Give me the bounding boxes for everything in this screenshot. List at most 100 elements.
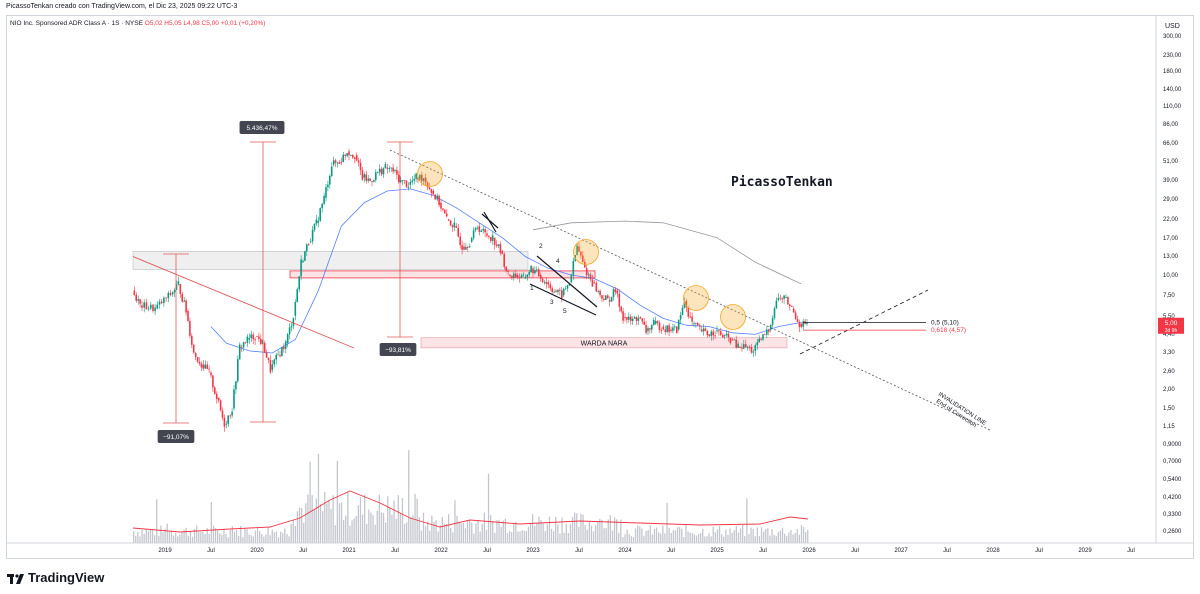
volume-bar [542, 523, 544, 543]
volume-bar [748, 534, 750, 543]
volume-bar [662, 525, 664, 543]
volume-bar [569, 524, 572, 543]
candle-body [210, 372, 212, 376]
candle-body [656, 321, 659, 323]
volume-bar [435, 520, 437, 543]
volume-bar [208, 534, 210, 543]
candle-body [238, 344, 241, 360]
wedge-line [536, 255, 598, 308]
price-tick-label: 17,00 [1163, 236, 1179, 242]
volume-bar [389, 507, 391, 543]
candle-body [783, 295, 785, 299]
candle-body [645, 325, 647, 333]
candle-body [593, 282, 596, 284]
volume-bar [191, 536, 194, 543]
candle-body [413, 178, 415, 181]
volume-bar [311, 495, 313, 543]
candle-body [424, 177, 427, 183]
candle-body [286, 334, 289, 344]
candle-body [194, 353, 197, 357]
candle-body [279, 355, 281, 357]
volume-bar [771, 529, 773, 543]
volume-bar [374, 524, 376, 543]
candle-body [718, 330, 720, 332]
volume-bar [349, 525, 351, 543]
candle-body [233, 389, 235, 409]
volume-bar [563, 532, 565, 543]
candle-body [702, 328, 705, 332]
volume-bar [437, 531, 439, 543]
candle-body [415, 173, 417, 179]
candle-body [242, 342, 245, 348]
candle-body [244, 342, 247, 344]
volume-bar [643, 535, 645, 543]
volume-bar [273, 532, 275, 543]
candle-body [298, 276, 300, 290]
candle-body [152, 304, 154, 312]
candle-body [524, 277, 527, 279]
candle-body [330, 166, 333, 177]
volume-bar [599, 518, 601, 543]
candle-body [346, 153, 348, 156]
volume-bar [210, 502, 212, 543]
time-tick-label: 2024 [618, 548, 632, 554]
candle-body [143, 302, 145, 308]
candle-body [369, 178, 371, 181]
tradingview-brand[interactable]: TradingView [7, 570, 104, 585]
time-tick-label: Jul [1127, 548, 1135, 554]
volume-bar [206, 528, 208, 543]
volume-bar [485, 529, 488, 543]
candle-body [227, 415, 229, 424]
volume-bar [422, 512, 425, 543]
candle-body [800, 323, 803, 327]
symbol-legend[interactable]: NIO Inc. Sponsored ADR Class A · 1S · NY… [10, 20, 265, 27]
volume-bar [739, 528, 742, 543]
candle-body [541, 278, 544, 282]
volume-bar [773, 534, 775, 543]
candle-body [582, 255, 584, 262]
candle-body [409, 182, 412, 185]
candle-body [616, 290, 619, 294]
volume-bar [231, 526, 233, 543]
volume-bar [693, 534, 695, 543]
candle-body [532, 268, 534, 274]
volume-bar [735, 526, 737, 543]
candle-body [388, 168, 390, 169]
volume-bar [765, 528, 767, 543]
candle-body [562, 289, 565, 296]
candle-body [189, 321, 191, 336]
volume-bar [697, 533, 700, 543]
volume-bar [431, 515, 433, 543]
candle-body [530, 265, 532, 273]
candle-body [739, 346, 741, 348]
candle-body [695, 323, 697, 324]
price-tick-label: 10,00 [1163, 273, 1179, 279]
volume-bar [645, 531, 647, 543]
candle-body [382, 168, 385, 175]
wedge-line [483, 211, 497, 233]
candle-body [714, 335, 716, 337]
candle-body [578, 246, 580, 252]
volume-bar [721, 534, 723, 543]
volume-bar [605, 528, 607, 543]
decline-2022-percent-label-bg [379, 343, 417, 356]
candle-body [353, 157, 356, 159]
volume-bar [416, 498, 418, 543]
candle-body [275, 354, 277, 360]
candle-body [699, 325, 701, 327]
volume-bar [212, 525, 215, 543]
volume-bar [708, 533, 710, 543]
volume-bar [632, 537, 635, 543]
candle-body [624, 317, 626, 318]
candle-body [323, 195, 325, 204]
symbol-name[interactable]: NIO Inc. Sponsored ADR Class A · 1S · NY… [10, 20, 143, 27]
candle-body [635, 317, 638, 321]
candle-body [505, 267, 507, 272]
candle-body [518, 277, 521, 278]
candle-body [597, 290, 599, 292]
candle-body [618, 293, 621, 307]
candle-body [787, 297, 789, 305]
volume-bar [305, 503, 307, 543]
candle-body [139, 299, 141, 304]
